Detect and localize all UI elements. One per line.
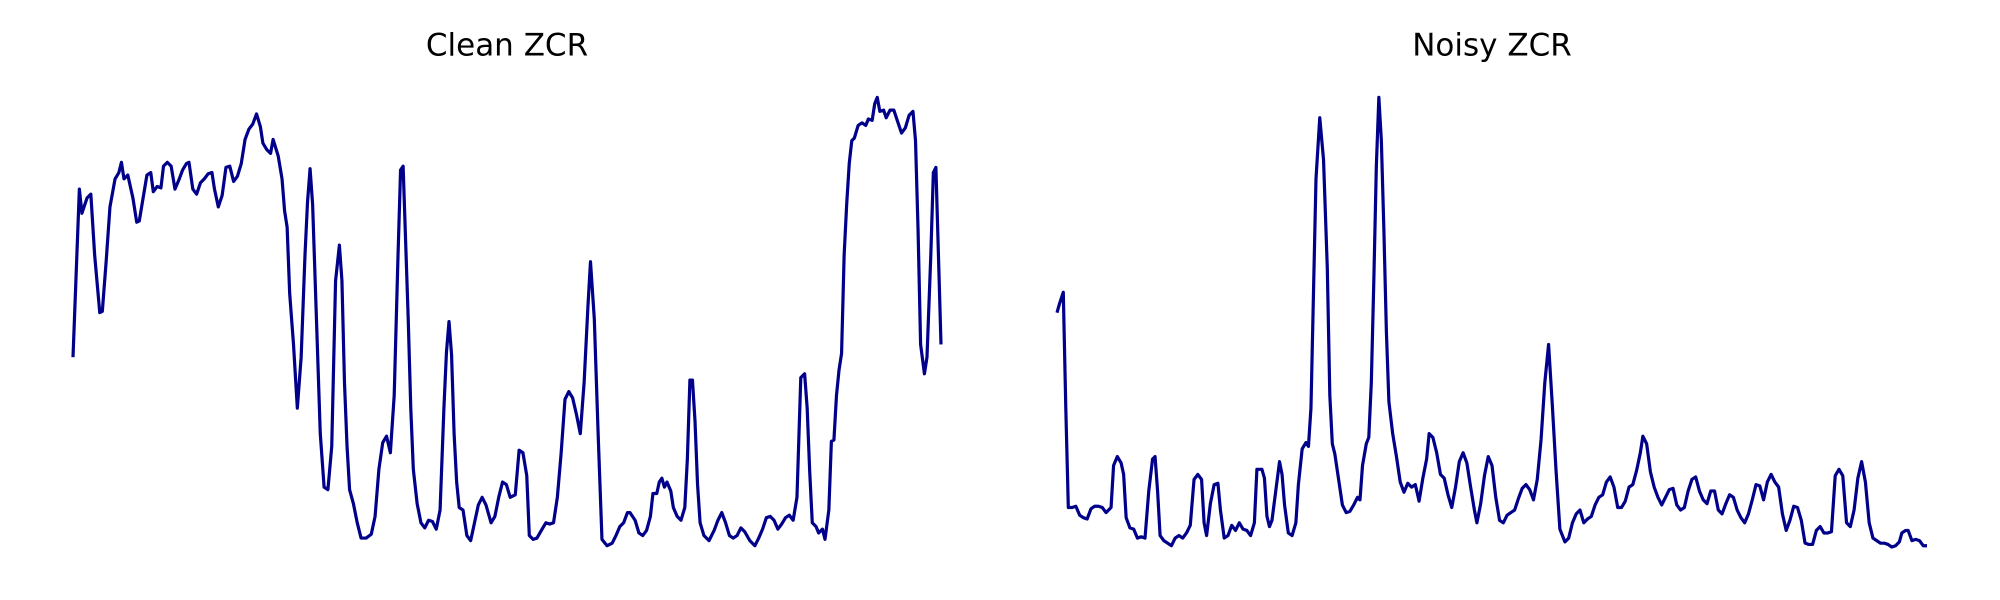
chart-title: Noisy ZCR: [1412, 28, 1572, 64]
data-line: [71, 95, 943, 548]
chart-title: Clean ZCR: [426, 28, 588, 64]
data-line: [1055, 95, 1927, 549]
